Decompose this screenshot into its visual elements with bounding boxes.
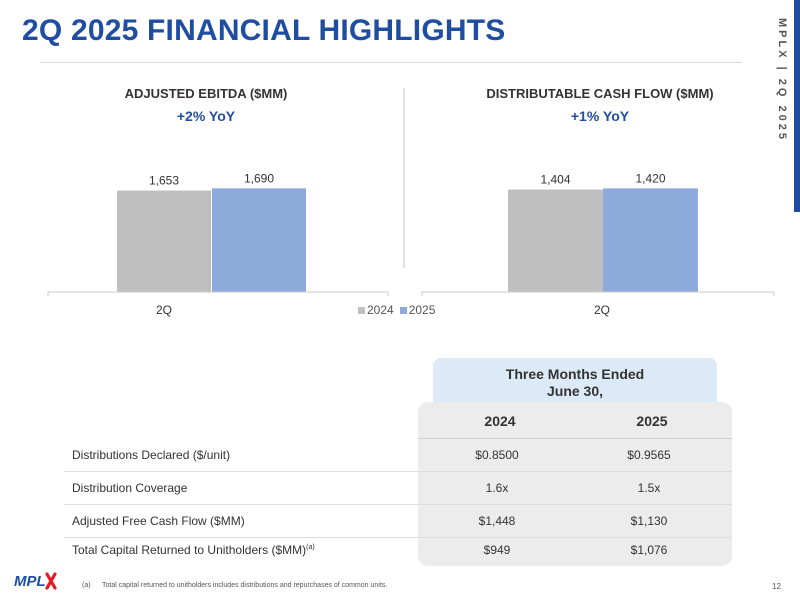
data-label-2025: 1,690 xyxy=(244,171,274,185)
row-label-free-cash-flow: Adjusted Free Cash Flow ($MM) xyxy=(72,514,245,528)
category-label: 2Q xyxy=(156,303,172,317)
row-divider xyxy=(64,504,732,505)
footnote-mark: (a) xyxy=(82,582,91,589)
table-data-background xyxy=(418,402,732,566)
chart-ebitda-title: ADJUSTED EBITDA ($MM) xyxy=(124,86,288,101)
legend-item-2024: 2024 xyxy=(358,303,394,317)
legend-swatch-2025 xyxy=(399,307,407,314)
chart-dcf: 1,404 1,420 2Q xyxy=(421,171,775,317)
chart-ebitda-subtitle: +2% YoY xyxy=(176,108,236,124)
data-label-2025: 1,420 xyxy=(635,171,665,185)
footnote: (a) Total capital returned to unitholders… xyxy=(82,582,387,589)
bar-2025 xyxy=(603,188,698,292)
bar-2024 xyxy=(508,189,603,292)
data-label-2024: 1,404 xyxy=(540,173,570,187)
period-line-1: Three Months Ended xyxy=(505,366,645,382)
row-label-distributions: Distributions Declared ($/unit) xyxy=(72,448,231,462)
row-label-coverage: Distribution Coverage xyxy=(72,481,188,495)
chart-divider xyxy=(403,88,405,268)
row-label-capital-returned: Total Capital Returned to Unitholders ($… xyxy=(72,543,315,557)
row-value: 1.5x xyxy=(637,481,661,495)
table-period-header: Three Months Ended June 30, xyxy=(433,358,717,408)
row-value: $1,076 xyxy=(630,543,668,557)
legend-swatch-2024 xyxy=(358,307,365,314)
chart-dcf-title: DISTRIBUTABLE CASH FLOW ($MM) xyxy=(486,86,714,101)
svg-text:MPL: MPL xyxy=(14,573,46,590)
category-label: 2Q xyxy=(594,303,610,317)
row-value: 1.6x xyxy=(485,481,509,495)
page-title: 2Q 2025 FINANCIAL HIGHLIGHTS xyxy=(22,14,506,47)
row-value: $1,130 xyxy=(630,514,668,528)
col-header-2024: 2024 xyxy=(484,413,516,429)
data-label-2024: 1,653 xyxy=(149,174,179,188)
col-header-2025: 2025 xyxy=(636,413,668,429)
page-number: 12 xyxy=(772,582,781,591)
row-divider xyxy=(64,471,732,472)
row-value: $949 xyxy=(483,543,511,557)
mplx-logo-icon: MPL xyxy=(14,572,57,590)
side-accent-bar xyxy=(794,0,800,212)
chart-ebitda: 1,653 1,690 2Q xyxy=(47,171,389,317)
row-value: $1,448 xyxy=(478,514,516,528)
row-divider xyxy=(64,537,732,538)
footnote-ref: (a) xyxy=(306,544,315,551)
side-label-text: MPLX | 2Q 2025 xyxy=(776,18,788,142)
bar-2025 xyxy=(212,188,306,292)
row-value: $0.8500 xyxy=(475,448,519,462)
period-line-2: June 30, xyxy=(546,383,604,399)
col-header-rule xyxy=(418,438,732,439)
legend-item-2025: 2025 xyxy=(399,303,435,317)
footnote-text: Total capital returned to unitholders in… xyxy=(102,582,388,589)
chart-legend: 2024 2025 xyxy=(358,303,435,317)
chart-dcf-subtitle: +1% YoY xyxy=(570,108,630,124)
row-value: $0.9565 xyxy=(627,448,671,462)
title-underline xyxy=(40,62,742,63)
bar-2024 xyxy=(117,190,211,292)
